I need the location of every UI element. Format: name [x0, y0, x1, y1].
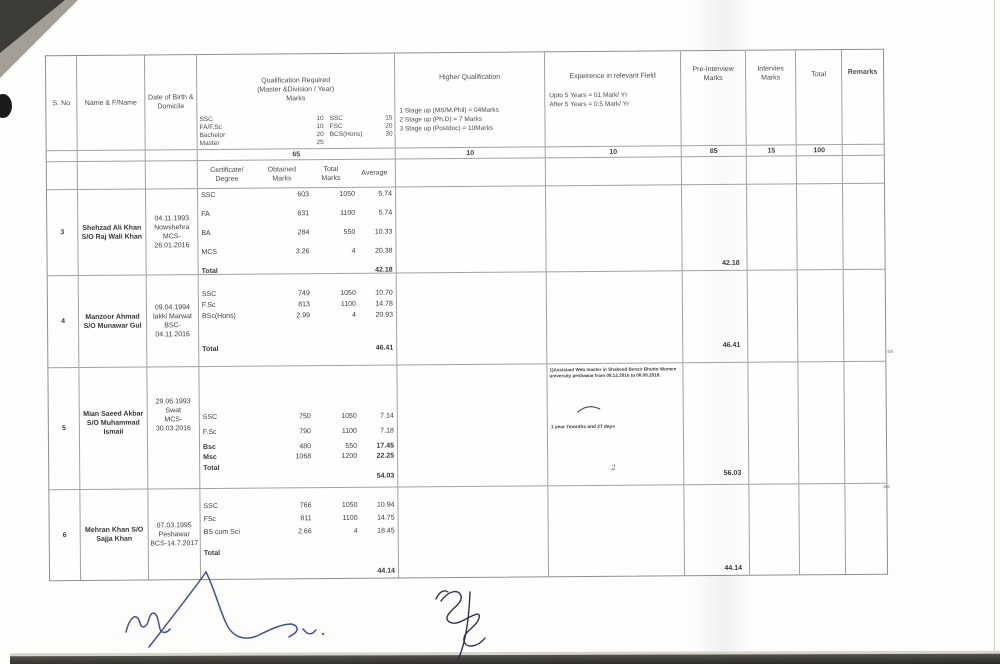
row4-experience — [546, 271, 684, 365]
row4-name: Manzoor Ahmad S/O Munawar Gul — [78, 275, 148, 369]
row4-pre-interview: 46.41 — [682, 270, 749, 364]
row5-sno: 5 — [48, 368, 81, 491]
subheader-obtained: Obtained Marks — [267, 165, 297, 183]
experience-rules: Upto 5 Years = 01 Mark/ Yr After 5 Years… — [549, 91, 630, 109]
row3-dob: 04.11.1993 Nowshehra MCS- 26.01.2016 — [146, 189, 199, 276]
row4-higher — [396, 272, 548, 366]
row4-qualification: SSC 749 1050 10.70 F.Sc 813 1100 14.78 BSc(Hon… — [198, 273, 398, 368]
subheader-remarks — [842, 155, 884, 185]
row4-remarks — [843, 269, 886, 363]
header-dob: Date of Birth & Domicile — [144, 55, 198, 151]
row3-remarks — [842, 183, 885, 271]
header-name: Name & F/Name — [76, 55, 146, 152]
experience-note: 1)Assistant Web master in Shaheed Benzir… — [549, 366, 677, 379]
subheader-pre-interview — [681, 156, 747, 186]
row5-dob: 29.06.1993 Swat MCS- 30.03.2016 — [147, 367, 201, 490]
row3-total — [796, 184, 844, 271]
table-grid: S. No Name & F/Name Date of Birth & Domi… — [45, 49, 887, 581]
experience-duration: 1 year 7months and 27 days — [550, 424, 615, 431]
subheader-qualification: Certificate/Degree Obtained Marks Total Ma… — [197, 159, 396, 190]
row6-pre-interview: 44.14 — [684, 484, 751, 576]
row6-sno: 6 — [49, 490, 82, 581]
row3-qualification: SSC 603 1050 5.74 FA 631 1100 5.74 BA 284 550 10.… — [198, 187, 397, 276]
header-interview: Intervies Marks — [745, 50, 797, 146]
row3-pre-interview: 42.18 — [681, 184, 748, 272]
row6-total-value: 44.14 — [377, 567, 396, 575]
row5-total-value: 54.03 — [376, 472, 395, 480]
signature-ink-left — [125, 570, 325, 648]
row5-interview — [748, 362, 800, 485]
header-higher-qualification: Higher Qualification 1 Stage up (MS/M.Ph… — [394, 52, 546, 149]
row4-sno: 4 — [47, 276, 80, 369]
row5-total — [798, 362, 846, 485]
row4-interview — [747, 270, 799, 363]
row6-interview — [749, 484, 801, 575]
subheader-average: Average — [361, 169, 388, 177]
maxmarks-interview: 15 — [746, 145, 797, 157]
subheader-name — [77, 161, 147, 191]
handwritten-arc-mark — [577, 406, 601, 413]
subheader-interview — [746, 156, 797, 185]
higher-qualification-rules: 1 Stage up (MS/M.Phil) = 04Marks 2 Stage… — [399, 106, 499, 133]
subheader-experience — [545, 157, 682, 187]
row6-total-label: Total — [203, 549, 221, 558]
qualification-title: Qualification Required (Master &Division… — [257, 77, 335, 103]
row5-pre-interview: 56.03 — [683, 362, 750, 486]
row3-higher — [395, 186, 547, 274]
header-pre-interview: Pre-Interview Marks — [680, 50, 747, 147]
subheader-dob — [145, 161, 199, 190]
subheader-sno — [46, 162, 79, 191]
row5-qualification: SSC 750 1050 7.14 F.Sc 790 1100 7.18 Bsc 480 550… — [199, 365, 399, 490]
evaluation-table: S. No Name & F/Name Date of Birth & Domi… — [44, 48, 889, 582]
header-sno: S. No — [45, 56, 78, 152]
header-total: Total — [795, 50, 843, 146]
subheader-higher — [395, 158, 546, 188]
subheader-certificate: Certificate/Degree — [210, 166, 244, 183]
maxmarks-sno — [46, 151, 78, 163]
row3-interview — [746, 184, 798, 271]
rates-left-column: SSC 10 FA/F.Sc 10 Bachelor 20 Master 25 — [199, 115, 324, 148]
row5-remarks — [844, 361, 887, 485]
rates-right-column: SSC 15 FSC 20 BCS(Hons) 30 — [329, 114, 393, 139]
row3-experience — [545, 185, 683, 273]
maxmarks-remarks — [842, 144, 884, 157]
row6-remarks — [845, 484, 887, 574]
margin-rank-row4: 4th — [887, 349, 894, 354]
page-right-edge — [994, 0, 995, 652]
row5-experience: 1)Assistant Web master in Shaheed Benzir… — [547, 363, 685, 487]
scan-bottom-band — [9, 653, 1000, 664]
header-experience: Expeirence in relevant Field Upto 5 Year… — [544, 51, 682, 148]
subheader-total — [796, 156, 843, 185]
row5-name: Mian Saeed Akbar S/O Muhammad Ismail — [79, 367, 149, 491]
handwritten-digit: 2 — [611, 463, 616, 472]
binder-hole-mark — [0, 94, 12, 118]
row6-experience — [548, 485, 686, 577]
row6-dob: 07.03.1995 Peshawar BCS-14.7.2017 — [148, 489, 202, 580]
margin-rank-row6: 3rd — [883, 484, 890, 489]
row3-name: Shehzad Ali Khan S/O Raj Wali Khan — [78, 189, 147, 277]
row6-total — [799, 484, 847, 575]
header-qualification: Qualification Required (Master &Division… — [196, 53, 396, 151]
row4-total — [797, 270, 845, 363]
row6-qualification: SSC 766 1050 10.94 FSc 811 1100 14.75 BS com S… — [200, 487, 400, 580]
row5-higher — [397, 364, 549, 488]
subheader-total-marks: Total Marks — [321, 165, 341, 182]
row4-dob: 09.04.1994 lakki Marwat BSC- 04.11.2016 — [146, 275, 200, 368]
row6-higher — [398, 486, 550, 578]
maxmarks-name — [77, 150, 146, 163]
maxmarks-pre-interview: 85 — [681, 145, 747, 158]
maxmarks-total: 100 — [796, 145, 843, 157]
maxmarks-dob — [145, 150, 198, 162]
row3-sno: 3 — [47, 190, 79, 277]
row6-name: Mehran Khan S/O Sajja Khan — [80, 489, 150, 581]
qualification-rate-table: SSC 10 FA/F.Sc 10 Bachelor 20 Master 25 SSC 1… — [197, 115, 394, 150]
header-remarks: Remarks — [841, 49, 884, 146]
